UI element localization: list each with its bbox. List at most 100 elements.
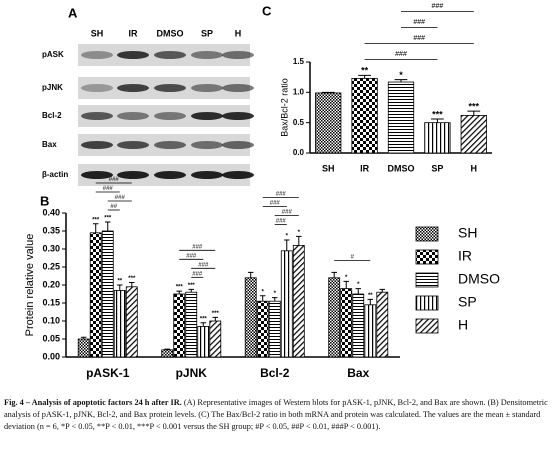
bar [113, 289, 126, 358]
legend-label: H [458, 317, 468, 333]
y-tick-label: 1.0 [293, 87, 305, 96]
bar [424, 122, 451, 154]
significance-label: *** [469, 102, 480, 112]
bracket-label: ### [109, 177, 120, 183]
legend-swatch [415, 272, 439, 288]
error-bar [331, 271, 337, 278]
caption: Fig. 4 – Analysis of apoptotic factors 2… [4, 397, 550, 433]
error-bar [92, 223, 99, 233]
blot-band [154, 84, 186, 92]
bar [351, 77, 378, 154]
significance-label: *** [432, 109, 443, 119]
error-bar [164, 348, 170, 350]
bar [125, 286, 138, 358]
row-label: Bcl-2 [42, 111, 62, 120]
blot-band [81, 112, 113, 120]
bar [173, 293, 186, 358]
bracket-label: ### [276, 191, 287, 197]
bar [256, 300, 269, 358]
significance-label: ** [368, 293, 373, 299]
y-axis-label: Protein relative value [24, 234, 36, 337]
y-tick-label: 0.05 [42, 333, 60, 343]
y-tick-label: 0.35 [42, 225, 60, 235]
error-bar [188, 288, 195, 293]
bar [340, 288, 353, 358]
blot-band [222, 171, 254, 179]
bar [244, 277, 257, 358]
bar [268, 300, 281, 358]
x-tick-label: pJNK [176, 366, 208, 380]
bracket-label: ### [276, 218, 287, 224]
row-label: β-actin [42, 170, 68, 179]
error-bar [212, 316, 219, 321]
blot-band [222, 84, 254, 92]
bar [387, 81, 415, 154]
blot-band [117, 141, 149, 149]
blot-band [191, 141, 223, 149]
error-bar [367, 298, 374, 305]
blot-band [117, 51, 149, 59]
error-bar [80, 336, 87, 339]
x-tick-label: pASK-1 [86, 366, 130, 380]
bar [460, 114, 487, 154]
bar [197, 325, 210, 358]
blot-strip [78, 105, 250, 127]
lane-label: DMSO [157, 28, 184, 38]
significance-label: ** [117, 279, 122, 285]
significance-label: *** [212, 311, 220, 317]
bracket-label: ### [282, 209, 293, 215]
bar [328, 277, 341, 358]
x-tick-label: IR [360, 163, 370, 173]
significance-label: * [274, 291, 277, 297]
blot-band [222, 51, 254, 59]
legend-label: DMSO [458, 271, 500, 287]
significance-label: * [262, 289, 265, 295]
y-tick-label: 0.00 [42, 351, 60, 361]
significance-label: * [399, 70, 403, 80]
significance-label: *** [104, 216, 112, 222]
y-tick-label: 0.20 [42, 279, 60, 289]
bracket-label: ### [395, 51, 407, 58]
significance-label: * [286, 234, 289, 240]
bracket-label: ### [413, 35, 425, 42]
bar [280, 250, 293, 358]
y-tick-label: 0.40 [42, 207, 60, 217]
blot-band [154, 51, 186, 59]
significance-label: *** [176, 285, 184, 291]
error-bar [259, 295, 266, 302]
blot-band [191, 51, 223, 59]
bar [185, 291, 198, 358]
bar [315, 92, 342, 154]
error-bar [200, 322, 207, 327]
error-bar [247, 271, 254, 278]
bar [209, 320, 222, 358]
blot-band [191, 84, 223, 92]
significance-label: * [345, 275, 348, 281]
lane-label: SP [201, 28, 213, 38]
error-bar [104, 221, 111, 231]
x-tick-label: Bax [347, 366, 369, 380]
y-tick-label: 0.10 [42, 315, 60, 325]
panel-label: A [68, 5, 78, 20]
blot-band [191, 171, 223, 179]
bracket-label: ## [110, 204, 117, 210]
blot-band [154, 141, 186, 149]
significance-label: *** [188, 283, 196, 289]
blot-band [117, 84, 149, 92]
x-tick-label: DMSO [388, 163, 415, 173]
bar [89, 232, 102, 358]
legend-swatch [415, 295, 439, 311]
blot-band [117, 112, 149, 120]
error-bar [467, 110, 481, 116]
bracket-label: ### [186, 253, 197, 259]
bracket-label: # [351, 254, 355, 260]
legend-label: IR [458, 248, 472, 264]
bracket-label: ### [432, 3, 444, 10]
error-bar [284, 239, 290, 251]
x-tick-label: SP [431, 163, 443, 173]
bar [364, 304, 377, 358]
blot-band [154, 171, 186, 179]
error-bar [271, 297, 278, 302]
